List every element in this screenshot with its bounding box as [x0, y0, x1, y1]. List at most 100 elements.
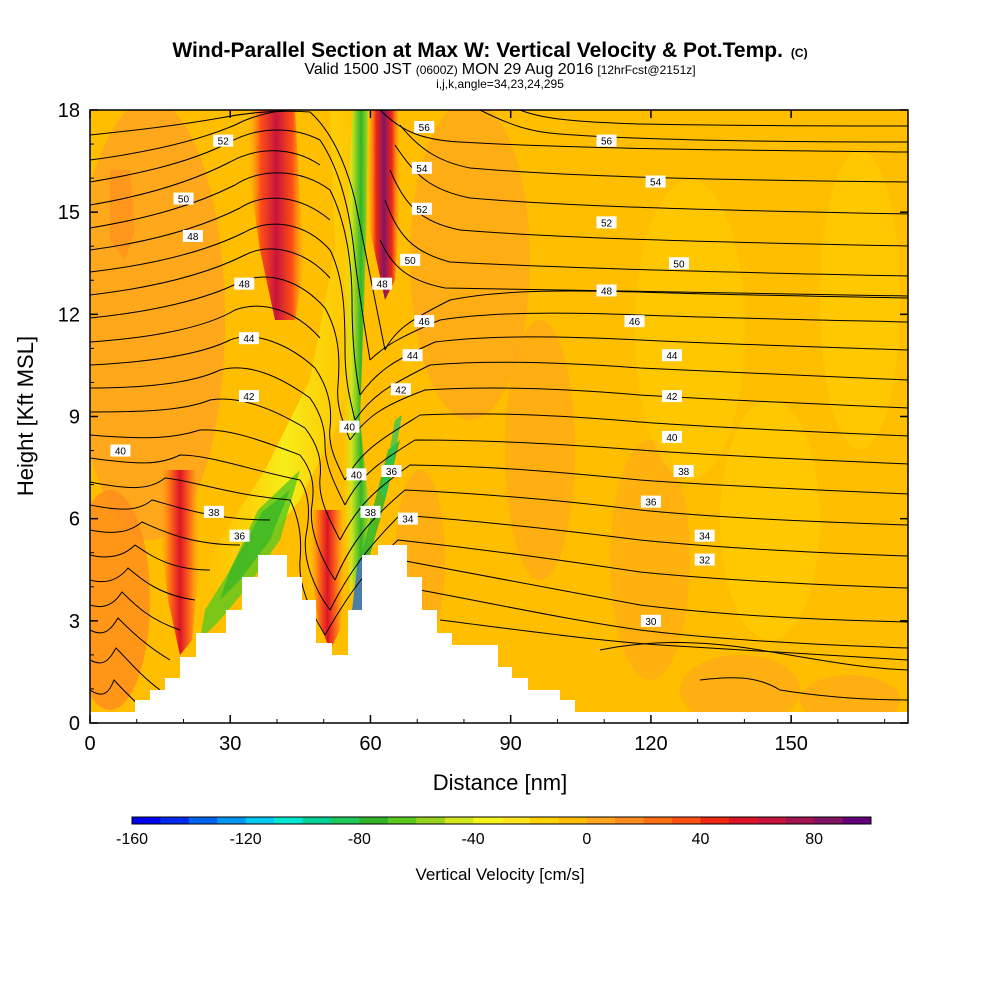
- contour-label-box: [110, 444, 131, 457]
- contour-label-text: 52: [218, 137, 230, 148]
- contour-label-box: [661, 430, 682, 443]
- colorbar-swatch: [217, 817, 247, 824]
- colorbar-tick-label: -80: [348, 831, 371, 848]
- contour-label: 56: [414, 121, 435, 134]
- colorbar: [131, 816, 872, 825]
- field-patch: [90, 490, 150, 710]
- contour-label: 30: [640, 614, 661, 628]
- contour-label: 38: [203, 505, 224, 519]
- contour-label: 34: [397, 512, 418, 526]
- colorbar-frame: [131, 816, 872, 825]
- field-patch: [410, 110, 530, 420]
- colorbar-swatch: [302, 817, 332, 824]
- colorbar-swatch: [416, 817, 446, 824]
- contour-label: 44: [661, 349, 682, 362]
- colorbar-swatch: [274, 817, 304, 824]
- colorbar-tick-label: -120: [230, 831, 262, 848]
- contour-label-text: 48: [601, 286, 613, 297]
- contour-label-text: 46: [419, 317, 431, 328]
- contour-label: 54: [645, 175, 666, 189]
- contour-label-text: 38: [678, 467, 690, 478]
- contour-label: 32: [694, 553, 715, 567]
- contour-label-text: 48: [377, 280, 389, 291]
- contour-label-box: [640, 614, 661, 627]
- contour-label: 50: [173, 192, 194, 206]
- colorbar-swatch: [586, 817, 616, 824]
- colorbar-swatch: [444, 817, 474, 824]
- contour-label: 46: [414, 315, 435, 328]
- contour-label-text: 44: [666, 351, 678, 362]
- colorbar-swatch: [387, 817, 417, 824]
- contour-label: 40: [346, 468, 367, 481]
- updraft-band: [160, 470, 200, 655]
- x-axis-label: Distance [nm]: [433, 770, 568, 795]
- contour-label-box: [694, 553, 715, 566]
- contour-label: 50: [400, 253, 421, 267]
- contour-label: 48: [182, 230, 203, 243]
- contour-label: 48: [234, 277, 255, 291]
- contour-label-box: [624, 315, 645, 328]
- contour-label-text: 54: [416, 164, 428, 175]
- downdraft-band: [220, 490, 290, 600]
- contour-label-box: [596, 284, 617, 297]
- chart-params: i,j,k,angle=34,23,24,295: [436, 77, 564, 91]
- contour-label-box: [414, 315, 435, 328]
- colorbar-tick-label: 40: [692, 831, 710, 848]
- field-patch: [610, 440, 690, 680]
- contour-label: 48: [372, 277, 393, 291]
- colorbar-swatch: [814, 817, 844, 824]
- contour-label-box: [411, 161, 432, 174]
- contour-label-text: 36: [386, 467, 398, 478]
- colorbar-swatch: [245, 817, 275, 824]
- contour-label-text: 54: [650, 178, 662, 189]
- contour-label: 52: [213, 134, 234, 148]
- contour-label-text: 38: [208, 508, 220, 519]
- contour-label: 52: [596, 216, 617, 229]
- contour-label-box: [640, 495, 661, 508]
- contour-label-text: 36: [645, 498, 657, 509]
- contour-label-box: [411, 202, 432, 215]
- colorbar-swatch: [643, 817, 673, 824]
- copyright-mark: (C): [791, 46, 808, 60]
- contour-label-text: 30: [645, 617, 657, 628]
- contour-label-text: 52: [601, 218, 613, 229]
- contour-label: 54: [411, 161, 432, 175]
- contour-label-text: 40: [115, 447, 127, 458]
- plot-area: [90, 110, 908, 723]
- contour-label: 42: [238, 390, 259, 403]
- chart-title: Wind-Parallel Section at Max W: Vertical…: [172, 39, 807, 62]
- contour-label-text: 50: [405, 256, 417, 267]
- contour-label: 36: [640, 495, 661, 509]
- updraft-band: [310, 510, 345, 650]
- colorbar-tick-label: -160: [116, 831, 148, 848]
- y-tick-label: 18: [58, 100, 80, 122]
- contour-label: 52: [411, 202, 432, 216]
- contour-label-box: [360, 505, 381, 518]
- contour-label-text: 56: [601, 137, 613, 148]
- updraft-band: [368, 110, 400, 300]
- contour-label: 48: [596, 284, 617, 297]
- contour-label-box: [339, 420, 360, 433]
- contour-label-box: [173, 192, 194, 205]
- contour-label-box: [346, 468, 367, 481]
- x-tick-label: 30: [219, 733, 241, 755]
- contour-label-box: [381, 464, 402, 477]
- colorbar-swatch: [842, 817, 872, 824]
- colorbar-tick-label: 80: [805, 831, 823, 848]
- colorbar-tick-label: 0: [582, 831, 591, 848]
- colorbar-label: Vertical Velocity [cm/s]: [415, 865, 584, 884]
- colorbar-swatch: [330, 817, 360, 824]
- colorbar-ticks: -160 -120 -80 -40 0 40 80: [116, 831, 823, 848]
- x-tick-label: 120: [634, 733, 667, 755]
- colorbar-swatch: [473, 817, 502, 824]
- contour-label-text: 48: [187, 232, 199, 243]
- terrain: [90, 712, 135, 723]
- field-patch: [720, 400, 820, 640]
- colorbar-swatch: [672, 817, 701, 824]
- updraft-band: [248, 110, 305, 320]
- chart-subtitle: Valid 1500 JST (0600Z) MON 29 Aug 2016 [12h…: [304, 61, 695, 78]
- contour-label: 46: [624, 315, 645, 328]
- contour-label: 42: [390, 383, 411, 396]
- contour-label-text: 34: [699, 532, 711, 543]
